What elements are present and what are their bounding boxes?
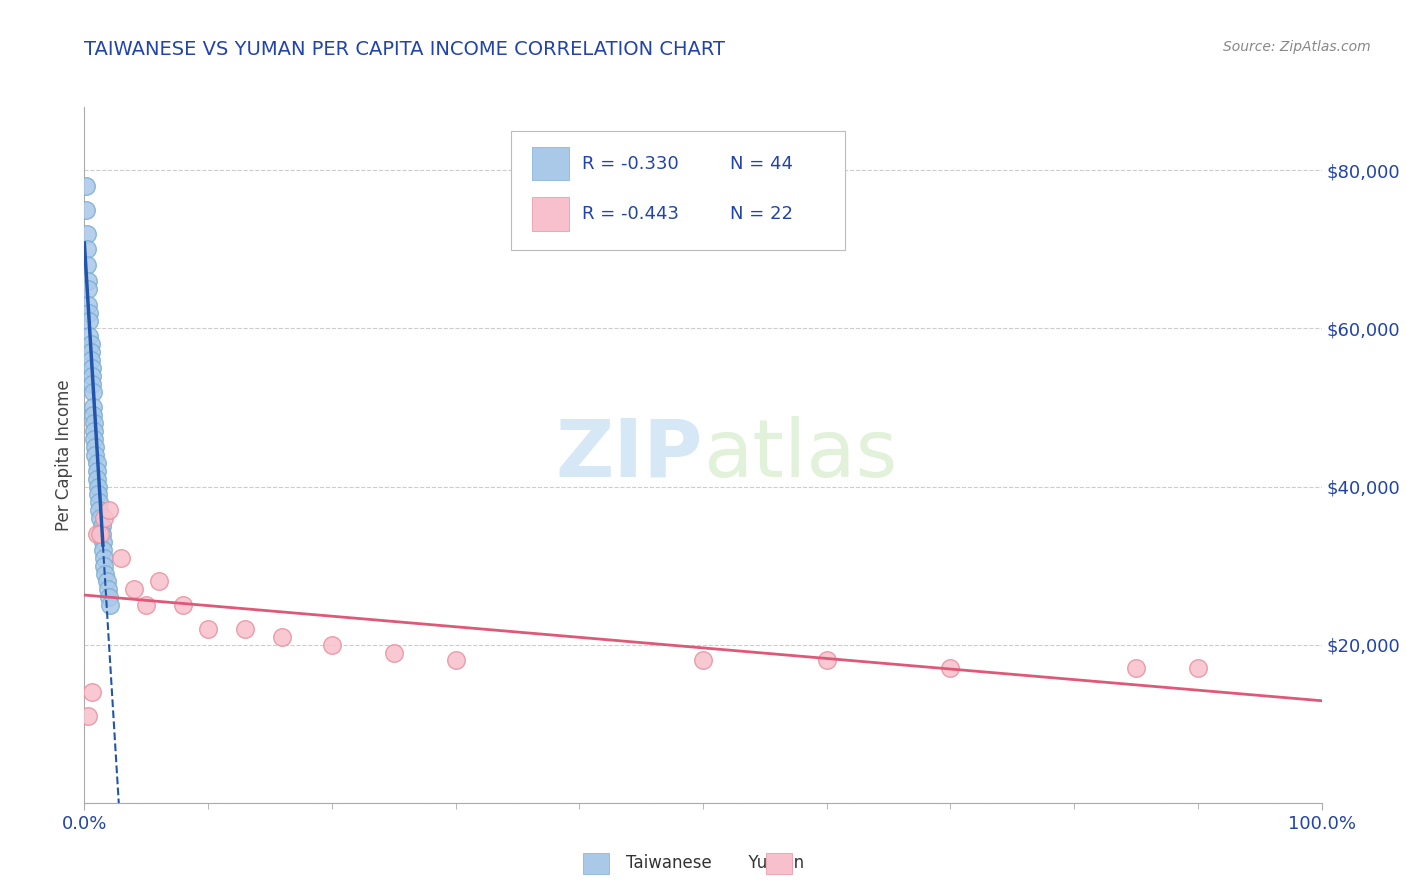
Point bbox=[79, 353, 101, 368]
FancyBboxPatch shape bbox=[512, 131, 845, 250]
Point bbox=[83, 417, 105, 431]
Point bbox=[692, 653, 714, 667]
Point bbox=[87, 479, 110, 493]
Point bbox=[382, 646, 405, 660]
Point bbox=[76, 227, 98, 241]
Point bbox=[91, 535, 114, 549]
Point bbox=[87, 487, 110, 501]
Point bbox=[79, 305, 101, 319]
Point bbox=[89, 511, 111, 525]
Point bbox=[1187, 661, 1209, 675]
Point bbox=[271, 630, 294, 644]
Point bbox=[79, 329, 101, 343]
Point bbox=[77, 708, 100, 723]
Point bbox=[110, 550, 132, 565]
Point bbox=[82, 401, 104, 415]
Point bbox=[76, 258, 98, 272]
Point bbox=[89, 495, 111, 509]
Point bbox=[80, 685, 103, 699]
Text: ZIP: ZIP bbox=[555, 416, 703, 494]
Text: atlas: atlas bbox=[703, 416, 897, 494]
Point bbox=[83, 424, 105, 438]
Text: TAIWANESE VS YUMAN PER CAPITA INCOME CORRELATION CHART: TAIWANESE VS YUMAN PER CAPITA INCOME COR… bbox=[84, 40, 725, 59]
Point bbox=[84, 448, 107, 462]
Point bbox=[93, 511, 115, 525]
Y-axis label: Per Capita Income: Per Capita Income bbox=[55, 379, 73, 531]
Point bbox=[80, 368, 103, 383]
Point bbox=[1125, 661, 1147, 675]
Text: Taiwanese       Yuman: Taiwanese Yuman bbox=[605, 855, 804, 872]
Point bbox=[89, 503, 111, 517]
Point bbox=[98, 591, 121, 605]
Point bbox=[84, 440, 107, 454]
Text: R = -0.330: R = -0.330 bbox=[582, 155, 679, 173]
Bar bbox=[533, 197, 569, 231]
Point bbox=[86, 464, 108, 478]
Point bbox=[172, 598, 194, 612]
Point bbox=[82, 409, 104, 423]
Point bbox=[89, 527, 111, 541]
Point bbox=[75, 202, 97, 217]
Point bbox=[86, 472, 108, 486]
Point bbox=[815, 653, 838, 667]
Point bbox=[90, 519, 112, 533]
Point bbox=[94, 566, 117, 581]
Text: N = 44: N = 44 bbox=[730, 155, 793, 173]
Point bbox=[79, 345, 101, 359]
Text: R = -0.443: R = -0.443 bbox=[582, 205, 679, 223]
Point bbox=[79, 313, 101, 327]
Point bbox=[77, 274, 100, 288]
Point bbox=[76, 243, 98, 257]
Point bbox=[122, 582, 145, 597]
Point bbox=[75, 179, 97, 194]
Point bbox=[96, 574, 118, 589]
Text: Source: ZipAtlas.com: Source: ZipAtlas.com bbox=[1223, 40, 1371, 54]
Point bbox=[80, 361, 103, 376]
Point bbox=[90, 527, 112, 541]
Point bbox=[91, 542, 114, 557]
Point bbox=[80, 376, 103, 391]
Point bbox=[98, 598, 121, 612]
Point bbox=[77, 282, 100, 296]
Point bbox=[148, 574, 170, 589]
Point bbox=[97, 582, 120, 597]
Point bbox=[135, 598, 157, 612]
Point bbox=[939, 661, 962, 675]
Bar bbox=[533, 146, 569, 180]
Point bbox=[77, 298, 100, 312]
Point bbox=[233, 622, 256, 636]
Point bbox=[86, 456, 108, 470]
Point bbox=[321, 638, 343, 652]
Point bbox=[93, 558, 115, 573]
Point bbox=[82, 384, 104, 399]
Point bbox=[98, 503, 121, 517]
Point bbox=[197, 622, 219, 636]
Point bbox=[86, 527, 108, 541]
Point bbox=[93, 550, 115, 565]
Point bbox=[83, 432, 105, 446]
Point bbox=[79, 337, 101, 351]
Point bbox=[444, 653, 467, 667]
Text: N = 22: N = 22 bbox=[730, 205, 793, 223]
